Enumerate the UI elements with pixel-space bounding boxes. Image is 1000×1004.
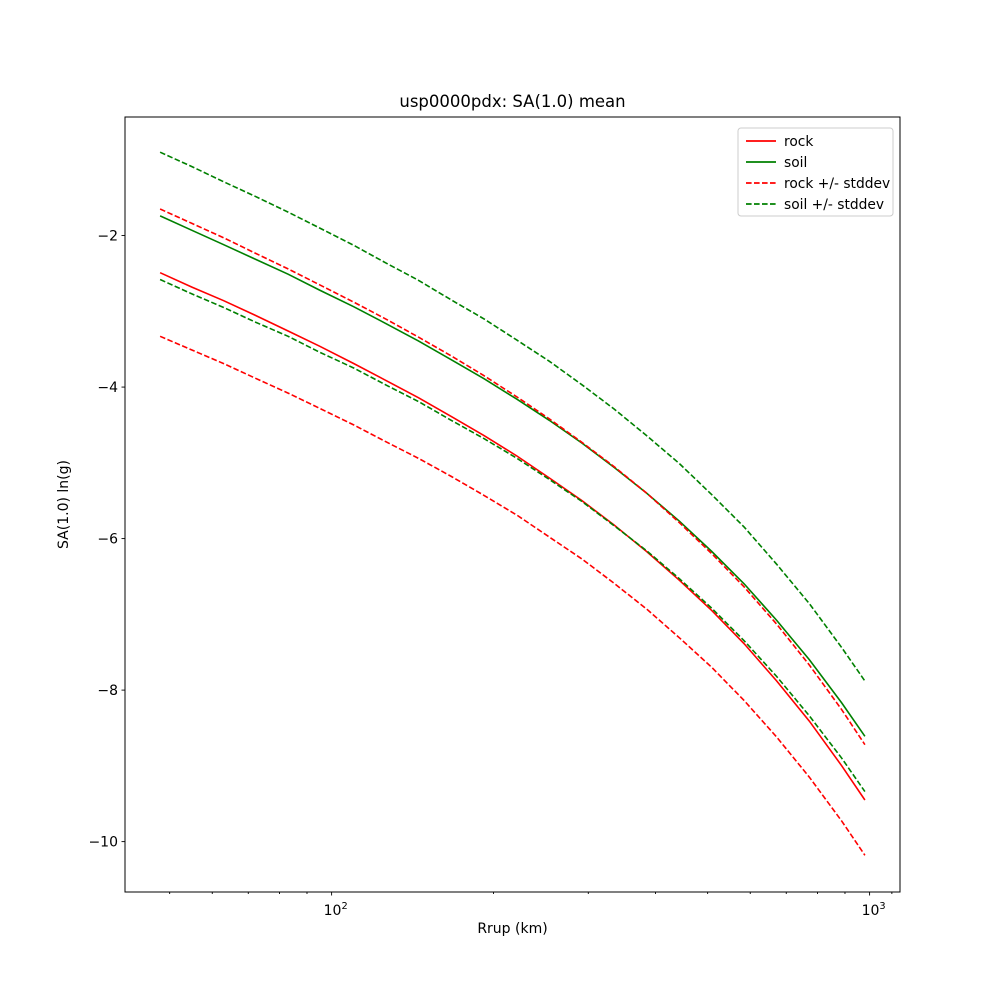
series-line-soil (159, 215, 866, 737)
x-tick-label: 103 (862, 901, 886, 919)
legend-label: rock (784, 134, 813, 150)
series-line-soil-minus-stddev (159, 278, 866, 793)
legend-label: soil +/- stddev (784, 197, 884, 213)
x-tick-label: 102 (324, 901, 348, 919)
y-tick-label: −8 (97, 683, 118, 699)
chart-title: usp0000pdx: SA(1.0) mean (399, 92, 625, 111)
series-line-rock (159, 271, 866, 801)
y-axis-label: SA(1.0) ln(g) (56, 460, 72, 549)
y-tick-label: −2 (97, 228, 118, 244)
y-tick-label: −6 (97, 531, 118, 547)
legend-label: rock +/- stddev (784, 176, 890, 192)
series-group (159, 151, 866, 856)
legend-label: soil (784, 155, 807, 171)
x-major-ticks: 102 103 (324, 892, 886, 919)
series-line-soil-plus-stddev (159, 151, 866, 682)
y-ticks: −2 −4 −6 −8 −10 (88, 228, 125, 850)
legend: rock soil rock +/- stddev soil +/- stddev (737, 127, 894, 217)
x-axis-label: Rrup (km) (477, 921, 547, 937)
y-tick-label: −4 (97, 380, 118, 396)
x-minor-ticks (169, 892, 893, 894)
plot-area (124, 116, 901, 893)
legend-frame (737, 127, 894, 217)
series-line-rock-plus-stddev (159, 208, 866, 746)
y-tick-label: −10 (88, 834, 118, 850)
